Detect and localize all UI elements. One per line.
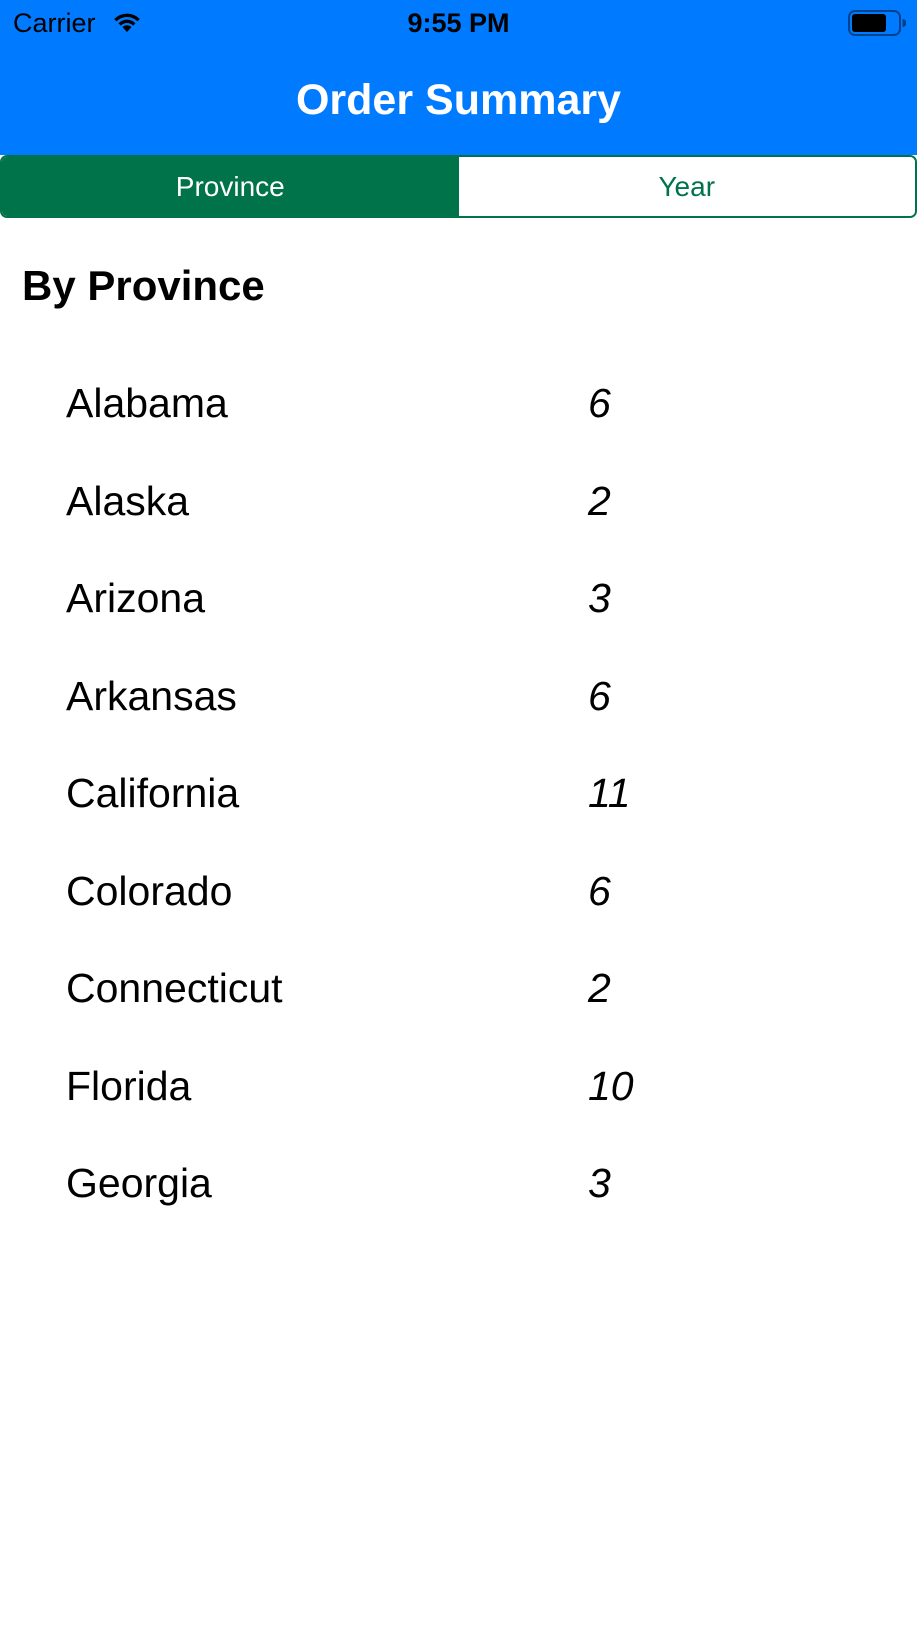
list-item[interactable]: Alabama 6 [0,356,917,454]
list-item[interactable]: Arkansas 6 [0,649,917,747]
order-count: 2 [588,477,611,524]
province-name: Arizona [66,575,206,621]
order-count: 3 [588,575,611,621]
province-name: Alaska [66,477,190,524]
nav-title: Order Summary [295,76,622,124]
list-item[interactable]: Connecticut 2 [0,941,917,1039]
province-name: Arkansas [66,672,237,719]
order-count: 10 [588,1062,634,1109]
province-name: California [66,770,240,816]
status-bar: Carrier 9:55 PM [0,0,917,46]
province-name: Georgia [66,1160,212,1206]
wifi-icon [114,13,140,32]
province-list: Alabama 6 Alaska 2 Arizona 3 Arkansas 6 … [0,356,917,1234]
status-time: 9:55 PM [407,8,510,38]
list-item[interactable]: Florida 10 [0,1039,917,1137]
list-item[interactable]: Colorado 6 [0,844,917,942]
order-count: 6 [588,867,611,914]
list-item[interactable]: California 11 [0,746,917,844]
province-name: Alabama [66,380,228,426]
navigation-header: Carrier 9:55 PM Order Summary [0,0,917,155]
province-name: Connecticut [66,965,283,1011]
province-name: Florida [66,1062,192,1109]
group-by-segmented-control[interactable]: Province Year [0,155,917,218]
order-count: 6 [588,672,611,719]
order-count: 6 [588,380,611,426]
battery-icon [848,10,906,36]
list-item[interactable]: Alaska 2 [0,454,917,552]
order-count: 3 [588,1160,611,1206]
order-count: 2 [588,965,611,1011]
segment-province[interactable]: Province [2,157,459,216]
list-item[interactable]: Georgia 3 [0,1136,917,1234]
section-title: By Province [22,262,265,309]
order-count: 11 [588,770,631,816]
carrier-label: Carrier [13,8,96,38]
province-name: Colorado [66,867,233,914]
list-item[interactable]: Arizona 3 [0,551,917,649]
segment-year[interactable]: Year [458,157,915,216]
